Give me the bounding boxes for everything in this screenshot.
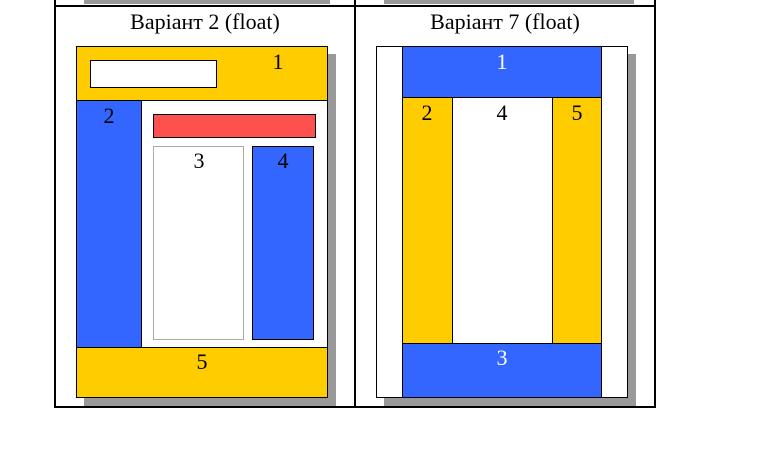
variant-2-block-2-sidebar	[77, 101, 142, 347]
variant-2-block-5-footer	[77, 347, 327, 397]
variant-2-label-4: 4	[277, 148, 289, 173]
table-cell-variant-2	[54, 0, 356, 408]
variant-7-label-5: 5	[571, 100, 583, 125]
variant-7-block-5-right-column	[552, 98, 602, 343]
variant-7-block-3-footer	[402, 343, 602, 397]
table-top-rule-right	[355, 5, 655, 7]
variant-7-label-4: 4	[496, 100, 508, 125]
variant-7-block-1-header	[402, 47, 602, 98]
variant-2-label-1: 1	[272, 49, 284, 74]
variant-2-header-input-box	[90, 60, 217, 88]
table-top-rule-left	[55, 5, 355, 7]
variant-7-block-2-left-column	[402, 98, 453, 343]
variant-2-label-3: 3	[193, 148, 205, 173]
table-cell-variant-7	[354, 0, 656, 408]
variant-7-label-3: 3	[496, 345, 508, 370]
variant-2-label-5: 5	[196, 349, 208, 374]
variant-7-label-1: 1	[496, 49, 508, 74]
variant-2-red-bar	[153, 114, 316, 138]
variant-7-label-2: 2	[421, 100, 433, 125]
variant-7-caption: Варіант 7 (float)	[430, 9, 580, 34]
variant-2-block-3-content	[153, 146, 244, 340]
previous-row-shadow-right	[384, 0, 634, 4]
previous-row-shadow-left	[84, 0, 330, 4]
variant-7-block-4-center	[453, 98, 552, 343]
variant-2-label-2: 2	[103, 103, 115, 128]
variant-2-block-4-column	[252, 146, 314, 340]
variant-2-caption: Варіант 2 (float)	[130, 9, 280, 34]
